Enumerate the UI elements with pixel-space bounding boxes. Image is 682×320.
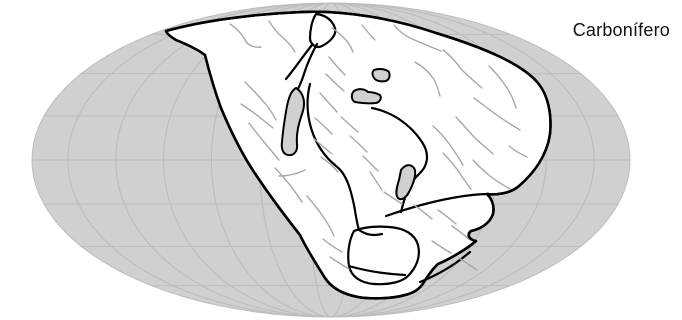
east-sea xyxy=(395,164,417,201)
sutures xyxy=(284,12,491,286)
period-label: Carbonífero xyxy=(572,20,670,40)
relief-lines xyxy=(229,20,528,271)
pangaea-coast xyxy=(164,10,552,300)
west-sea xyxy=(280,87,305,157)
north-inlet xyxy=(308,12,337,48)
south-ridge xyxy=(347,264,407,277)
inland-lake-1 xyxy=(350,88,382,105)
inland-lake-2 xyxy=(371,67,391,83)
inland-seas xyxy=(280,67,417,201)
graticule-meridian xyxy=(67,3,595,317)
central-block xyxy=(306,82,384,237)
graticule-meridian xyxy=(115,3,547,317)
north-divider-2 xyxy=(284,43,314,81)
southeast-boundary xyxy=(384,192,491,218)
north-divider xyxy=(294,42,319,94)
